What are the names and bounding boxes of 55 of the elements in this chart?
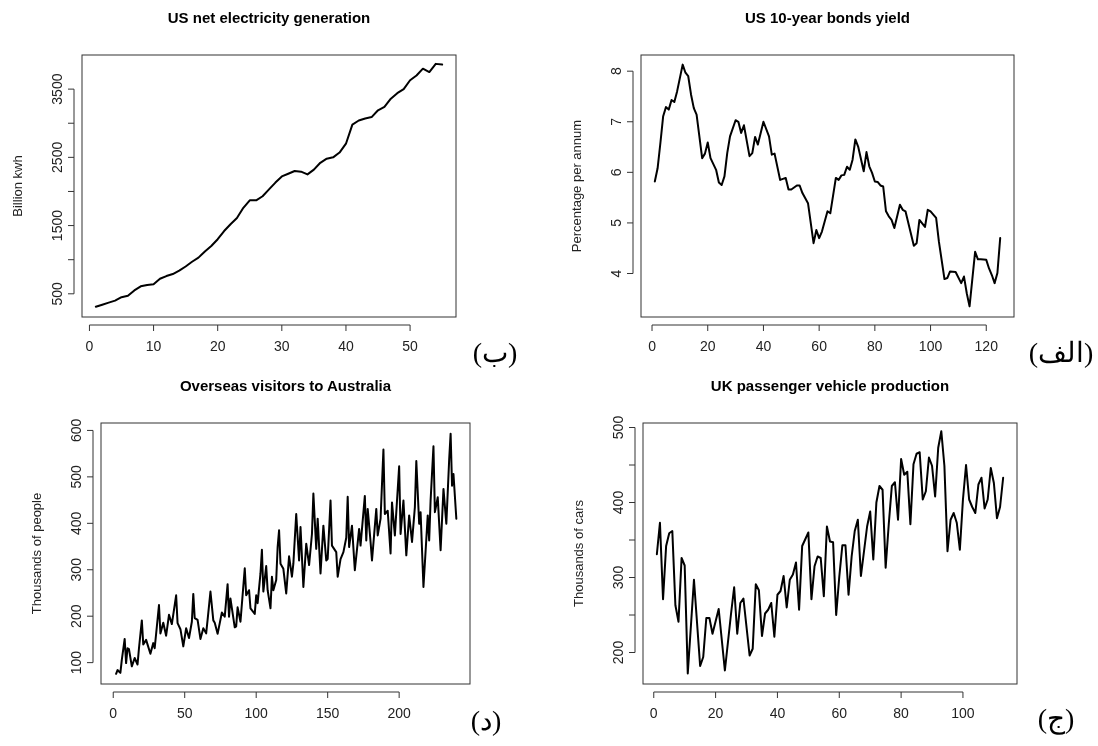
x-tick-label: 40 [338,338,354,354]
y-tick-label: 500 [49,281,65,306]
y-tick-label: 5 [608,218,624,227]
text: (د) [470,705,502,736]
y-axis-title: Billion kwh [10,155,25,217]
y-tick-label: 100 [68,650,84,675]
y-tick-label: 300 [68,557,84,582]
x-tick-label: 80 [867,338,883,354]
x-tick-label: 150 [315,705,340,721]
x-tick-label: 0 [109,705,118,721]
x-tick-label: 100 [918,338,943,354]
y-tick-label: 8 [608,67,624,76]
x-tick-label: 0 [649,705,658,721]
y-tick-label: 500 [610,415,626,440]
y-tick-label: 500 [68,464,84,489]
chart-title: US 10-year bonds yield [744,9,911,26]
x-tick-label: 100 [244,705,269,721]
x-tick-label: 40 [755,338,772,354]
y-axis-title: Thousands of people [29,492,44,615]
chart-title: UK passenger vehicle production [710,377,950,394]
x-tick-label: 200 [387,705,412,721]
x-tick-label: 80 [893,705,910,721]
x-tick-label: 20 [209,338,226,354]
x-tick-label: 10 [145,338,162,354]
x-tick-label: 60 [831,705,848,721]
y-tick-label: 3500 [49,73,65,105]
x-tick-label: 40 [769,705,786,721]
y-tick-label: 400 [68,511,84,535]
text: (الف) [1028,337,1094,368]
y-tick-label: 200 [68,604,84,628]
y-tick-label: 4 [608,269,624,278]
y-axis-title: Thousands of cars [571,499,586,607]
y-tick-label: 200 [610,640,626,665]
x-tick-label: 0 [648,338,657,354]
y-axis-title: Percentage per annum [569,119,584,253]
y-tick-label: 400 [610,490,626,515]
x-tick-label: 20 [707,705,724,721]
chart-title: Overseas visitors to Australia [179,377,392,394]
x-tick-label: 20 [699,338,716,354]
x-tick-label: 50 [176,705,193,721]
x-tick-label: 0 [85,338,94,354]
y-tick-label: 6 [608,168,624,177]
x-tick-label: 100 [951,705,975,721]
y-tick-label: 600 [68,418,84,443]
y-tick-label: 7 [608,117,624,126]
x-tick-label: 60 [811,338,828,354]
x-tick-label: 120 [974,338,999,354]
text: (ج) [1037,703,1075,735]
y-tick-label: 300 [610,565,626,590]
y-tick-label: 1500 [49,209,65,242]
x-tick-label: 30 [274,338,290,354]
x-tick-label: 50 [402,338,419,354]
text: (ب) [472,337,518,368]
chart-title: US net electricity generation [167,9,371,26]
y-tick-label: 2500 [49,141,65,173]
